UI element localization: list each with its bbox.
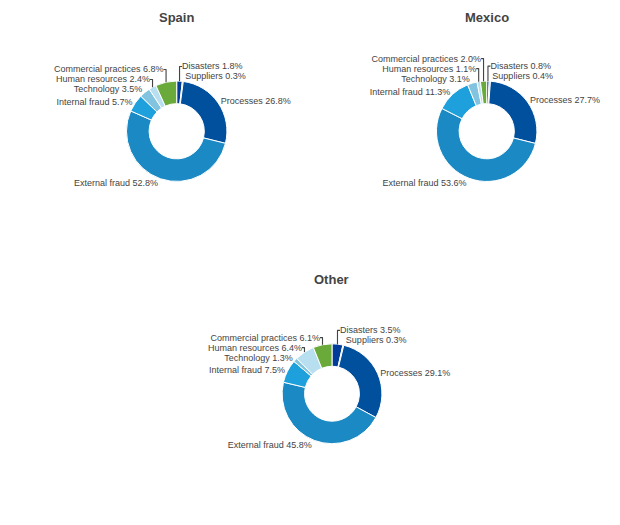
svg-text:External fraud 53.6%: External fraud 53.6% — [383, 178, 467, 188]
svg-text:Processes 29.1%: Processes 29.1% — [380, 368, 450, 378]
svg-text:Suppliers 0.3%: Suppliers 0.3% — [185, 71, 246, 81]
svg-text:Internal fraud 5.7%: Internal fraud 5.7% — [57, 97, 133, 107]
svg-text:Technology 3.5%: Technology 3.5% — [74, 84, 143, 94]
svg-text:Processes 26.8%: Processes 26.8% — [221, 96, 291, 106]
svg-text:Suppliers 0.4%: Suppliers 0.4% — [492, 71, 553, 81]
svg-text:Commercial practices 6.8%: Commercial practices 6.8% — [54, 64, 164, 74]
svg-text:Suppliers 0.3%: Suppliers 0.3% — [346, 335, 407, 345]
svg-text:External fraud 45.8%: External fraud 45.8% — [228, 440, 312, 450]
svg-text:External fraud 52.8%: External fraud 52.8% — [74, 178, 158, 188]
svg-text:Internal fraud 11.3%: Internal fraud 11.3% — [370, 87, 450, 97]
svg-text:Other: Other — [314, 272, 349, 287]
svg-text:Disasters 1.8%: Disasters 1.8% — [182, 61, 243, 71]
svg-text:Technology 1.3%: Technology 1.3% — [224, 353, 293, 363]
svg-text:Human resources 2.4%: Human resources 2.4% — [56, 74, 150, 84]
svg-text:Commercial practices 6.1%: Commercial practices 6.1% — [210, 333, 320, 343]
svg-text:Commercial practices 2.0%: Commercial practices 2.0% — [371, 54, 481, 64]
svg-text:Mexico: Mexico — [465, 10, 509, 25]
svg-text:Internal fraud 7.5%: Internal fraud 7.5% — [209, 365, 285, 375]
svg-text:Human resources 1.1%: Human resources 1.1% — [382, 64, 476, 74]
svg-text:Technology 3.1%: Technology 3.1% — [401, 74, 470, 84]
svg-text:Disasters 0.8%: Disasters 0.8% — [490, 61, 551, 71]
svg-text:Disasters 3.5%: Disasters 3.5% — [340, 325, 401, 335]
svg-text:Processes 27.7%: Processes 27.7% — [530, 95, 600, 105]
svg-text:Human resources 6.4%: Human resources 6.4% — [208, 343, 302, 353]
svg-text:Spain: Spain — [159, 10, 194, 25]
